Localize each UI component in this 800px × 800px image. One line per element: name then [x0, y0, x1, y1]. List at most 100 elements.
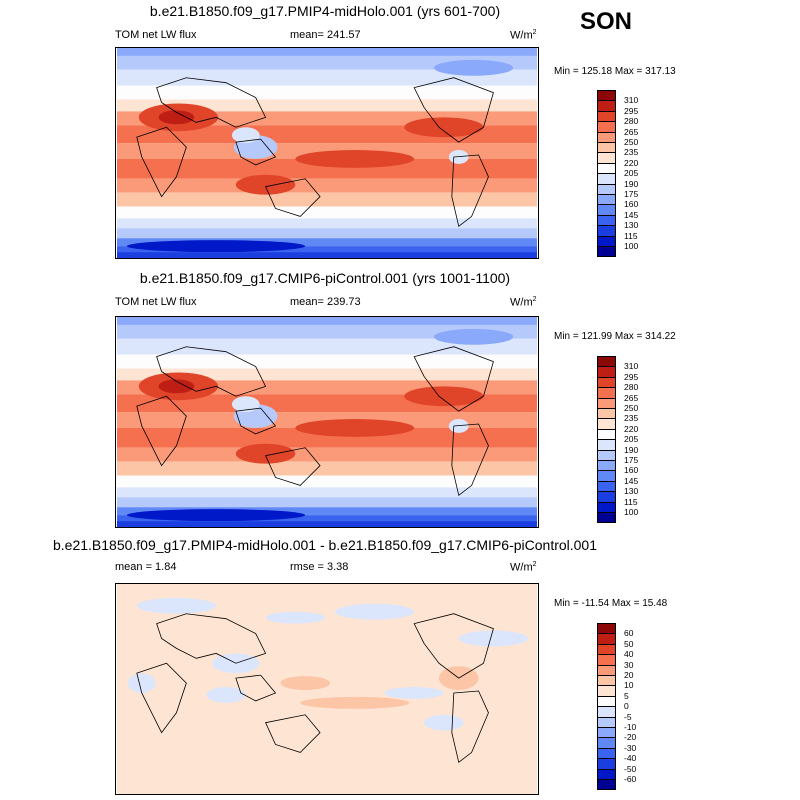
panel-1-units: W/m2	[510, 29, 537, 42]
coastline	[265, 447, 321, 486]
field-region	[265, 611, 326, 624]
colorbar-tick-label: 30	[624, 659, 634, 670]
colorbar-tick-label: 310	[624, 361, 639, 372]
field-region	[404, 117, 484, 138]
field-region	[136, 597, 217, 614]
coastline	[451, 423, 489, 496]
panel-3-minmax: Min = -11.54 Max = 15.48	[554, 598, 668, 609]
field-region	[235, 174, 296, 195]
field-band	[117, 178, 537, 193]
coastline	[136, 662, 187, 734]
field-band	[117, 447, 537, 462]
panel-2-variable-label: TOM net LW flux	[115, 296, 197, 308]
coastline	[156, 613, 267, 664]
field-band	[117, 55, 537, 70]
panel-1-map	[115, 47, 539, 259]
coastline	[413, 613, 494, 679]
colorbar-tick-label: -50	[624, 763, 637, 774]
colorbar-tick-label: 50	[624, 638, 634, 649]
panel-3-title: b.e21.B1850.f09_g17.PMIP4-midHolo.001 - …	[52, 537, 598, 553]
panel-2-units: W/m2	[510, 296, 537, 309]
field-band	[117, 228, 537, 239]
field-region	[295, 419, 415, 437]
field-band	[117, 99, 537, 112]
colorbar-tick-label: 160	[624, 199, 639, 210]
colorbar-tick-label: 250	[624, 403, 639, 413]
panel-1-title: b.e21.B1850.f09_g17.PMIP4-midHolo.001 (y…	[149, 3, 501, 19]
colorbar-tick-label: 295	[624, 105, 639, 116]
field-band	[117, 252, 537, 258]
colorbar-box	[597, 246, 616, 258]
coastline	[235, 674, 277, 702]
field-band	[117, 246, 537, 253]
field-region	[127, 673, 156, 693]
colorbar-tick-label: 280	[624, 116, 639, 127]
field-region	[231, 127, 260, 144]
colorbar-tick-label: -60	[624, 774, 637, 784]
field-region	[404, 386, 484, 407]
colorbar-tick-label: -40	[624, 753, 637, 764]
field-region	[300, 696, 410, 709]
colorbar-tick-label: 250	[624, 137, 639, 147]
coastline	[235, 138, 277, 166]
coastline	[451, 690, 489, 763]
colorbar-tick-label: 115	[624, 496, 638, 507]
field-region	[280, 676, 330, 690]
panel-3-map	[115, 583, 539, 795]
panel-3-units: W/m2	[510, 561, 537, 574]
colorbar-tick-label: 205	[624, 168, 639, 179]
colorbar-tick-label: 145	[624, 209, 639, 220]
field-band	[117, 487, 537, 498]
coastline	[413, 77, 494, 143]
coastline	[451, 154, 489, 227]
colorbar-tick-label: -5	[624, 711, 632, 722]
field-band	[117, 206, 537, 219]
colorbar-tick-label: 115	[624, 230, 638, 241]
field-band	[117, 475, 537, 488]
colorbar-tick-label: 100	[624, 241, 639, 251]
coastline	[136, 395, 187, 467]
field-band	[117, 218, 537, 229]
map-field	[117, 317, 537, 527]
panel-1-minmax: Min = 125.18 Max = 317.13	[554, 66, 676, 77]
colorbar-tick-label: 5	[624, 690, 629, 701]
field-band	[117, 461, 537, 476]
field-region	[158, 379, 195, 394]
coastline	[156, 346, 267, 397]
panel-1-variable-label: TOM net LW flux	[115, 29, 197, 41]
field-band	[117, 338, 537, 355]
field-region	[433, 328, 514, 345]
colorbar-tick-label: 40	[624, 649, 634, 660]
coastline	[413, 346, 494, 412]
colorbar-box	[597, 779, 616, 791]
colorbar-tick-label: 265	[624, 392, 639, 403]
colorbar-tick-label: 190	[624, 444, 639, 455]
panel-3-mean-label: mean = 1.84	[115, 561, 177, 573]
field-region	[384, 687, 444, 699]
coastline	[265, 714, 321, 753]
colorbar-tick-label: 0	[624, 701, 629, 712]
field-region	[424, 714, 464, 731]
colorbar-tick-label: -20	[624, 732, 637, 743]
colorbar-tick-label: 175	[624, 189, 639, 199]
panel-2-mean-label: mean= 239.73	[290, 296, 361, 308]
field-band	[117, 143, 537, 159]
field-band	[117, 521, 537, 527]
colorbar-tick-label: 295	[624, 371, 639, 382]
field-band	[117, 368, 537, 381]
panel-2-title: b.e21.B1850.f09_g17.CMIP6-piControl.001 …	[139, 270, 511, 286]
season-label: SON	[580, 8, 633, 35]
field-band	[117, 497, 537, 508]
map-field	[117, 48, 537, 258]
field-region	[126, 240, 306, 253]
coastline	[235, 407, 277, 435]
field-region	[235, 443, 296, 464]
field-region	[206, 687, 246, 703]
field-band	[117, 507, 537, 516]
field-band	[117, 192, 537, 207]
colorbar-tick-label: -10	[624, 722, 637, 732]
field-region	[126, 509, 306, 522]
field-band	[117, 48, 537, 56]
colorbar-tick-label: 205	[624, 434, 639, 445]
field-band	[117, 412, 537, 428]
